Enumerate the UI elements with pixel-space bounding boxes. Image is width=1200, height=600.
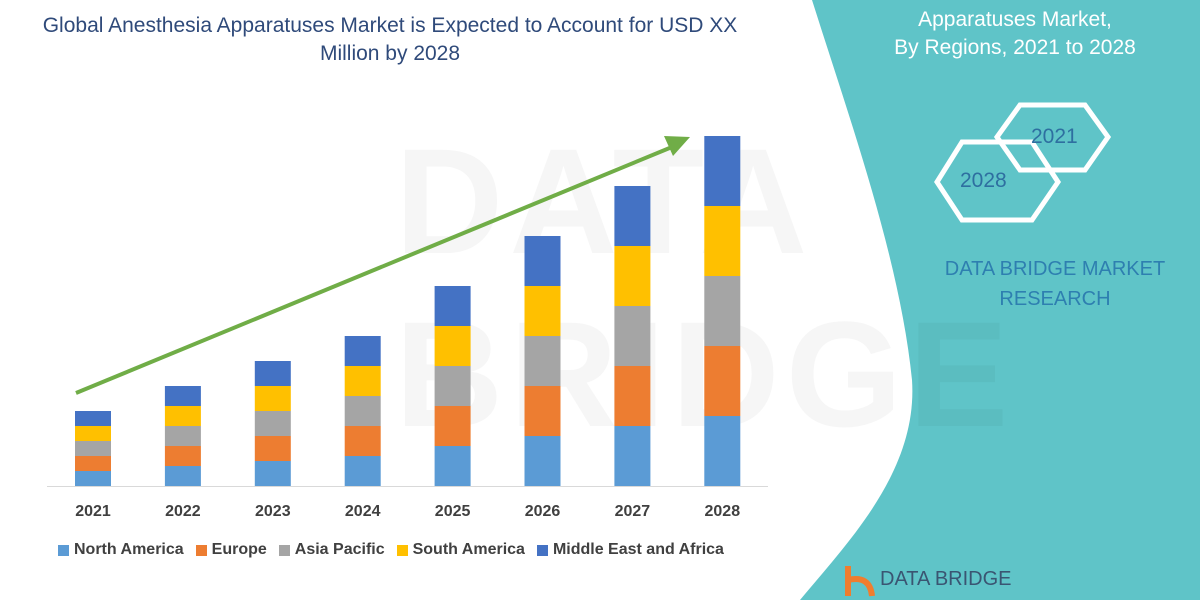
x-tick-label: 2022 bbox=[165, 503, 201, 520]
legend-label: Middle East and Africa bbox=[552, 541, 724, 558]
bar-2024-middle-east-and-africa bbox=[344, 336, 381, 366]
legend-item: South America bbox=[396, 541, 525, 559]
bar-2026-north-america bbox=[524, 436, 561, 486]
bar-2025-europe bbox=[434, 406, 471, 446]
bar-2026-south-america bbox=[524, 286, 561, 336]
bar-2023-south-america bbox=[254, 386, 291, 411]
hex-label-2028: 2028 bbox=[960, 169, 1007, 192]
bar-2027-north-america bbox=[614, 426, 651, 486]
bar-2023-europe bbox=[254, 436, 291, 461]
logo-text: DATA BRIDGE bbox=[880, 568, 1012, 590]
brand-line1: DATA BRIDGE MARKET bbox=[944, 258, 1166, 280]
bar-2025-asia-pacific bbox=[434, 366, 471, 406]
bar-2027-europe bbox=[614, 366, 651, 426]
bar-2022-asia-pacific bbox=[164, 426, 201, 446]
x-tick-label: 2026 bbox=[524, 503, 561, 520]
bar-2028-south-america bbox=[704, 206, 741, 276]
logo-icon bbox=[845, 566, 875, 597]
bar-2021-south-america bbox=[75, 426, 111, 441]
bar-2026-asia-pacific bbox=[524, 336, 561, 386]
bar-2024-north-america bbox=[344, 456, 381, 486]
x-tick-label: 2021 bbox=[75, 503, 111, 520]
bar-2025-middle-east-and-africa bbox=[434, 286, 471, 326]
legend-item: Asia Pacific bbox=[278, 541, 385, 559]
bar-2024-asia-pacific bbox=[344, 396, 381, 426]
legend-label: Asia Pacific bbox=[294, 541, 385, 558]
trend-arrow-head-icon bbox=[664, 136, 690, 156]
hex-2028 bbox=[934, 139, 1062, 223]
bar-chart bbox=[47, 136, 768, 487]
bar-2021-middle-east-and-africa bbox=[75, 411, 111, 426]
bar-2028-europe bbox=[704, 346, 741, 416]
hex-label-2021: 2021 bbox=[1031, 125, 1078, 148]
side-title-line1: Apparatuses Market, bbox=[918, 8, 1112, 31]
legend: North America Europe Asia Pacific South Ame… bbox=[58, 541, 724, 559]
legend-label: South America bbox=[412, 541, 525, 558]
legend-swatch bbox=[396, 544, 408, 556]
legend-swatch bbox=[58, 544, 69, 556]
bar-2025-north-america bbox=[434, 446, 471, 486]
bar-2026-europe bbox=[524, 386, 561, 436]
bar-2026-middle-east-and-africa bbox=[524, 236, 561, 286]
bar-2023-asia-pacific bbox=[254, 411, 291, 436]
bar-2024-europe bbox=[344, 426, 381, 456]
bar-2021-north-america bbox=[75, 471, 111, 486]
chart-title: Global Anesthesia Apparatuses Market is … bbox=[42, 14, 738, 65]
bar-2022-europe bbox=[164, 446, 201, 466]
brand-line2: RESEARCH bbox=[999, 288, 1111, 310]
bar-2022-south-america bbox=[164, 406, 201, 426]
legend-item: Middle East and Africa bbox=[536, 541, 724, 559]
x-tick-label: 2028 bbox=[704, 503, 741, 520]
bar-2023-north-america bbox=[254, 461, 291, 486]
bar-2021-asia-pacific bbox=[75, 441, 111, 456]
bar-2024-south-america bbox=[344, 366, 381, 396]
x-tick-label: 2025 bbox=[434, 503, 471, 520]
bar-2023-middle-east-and-africa bbox=[254, 361, 291, 386]
bar-2028-asia-pacific bbox=[704, 276, 741, 346]
bar-2025-south-america bbox=[434, 326, 471, 366]
brand-text: DATA BRIDGE MARKET RESEARCH bbox=[920, 254, 1190, 314]
hex-2021 bbox=[993, 102, 1112, 173]
x-tick-label: 2024 bbox=[344, 503, 381, 520]
bar-2028-north-america bbox=[704, 416, 741, 486]
legend-swatch bbox=[195, 544, 207, 556]
side-title: Apparatuses Market, By Regions, 2021 to … bbox=[850, 6, 1180, 62]
legend-item: North America bbox=[58, 541, 184, 559]
bar-2027-middle-east-and-africa bbox=[614, 186, 651, 246]
bar-2022-north-america bbox=[164, 466, 201, 486]
side-title-line2: By Regions, 2021 to 2028 bbox=[894, 36, 1136, 59]
bar-2028-middle-east-and-africa bbox=[704, 136, 741, 206]
legend-swatch bbox=[536, 544, 548, 556]
bar-2027-south-america bbox=[614, 246, 651, 306]
trend-arrow-line bbox=[75, 145, 673, 395]
bar-2022-middle-east-and-africa bbox=[164, 386, 201, 406]
bar-2027-asia-pacific bbox=[614, 306, 651, 366]
x-tick-label: 2027 bbox=[614, 503, 651, 520]
legend-swatch bbox=[278, 544, 290, 556]
bar-2021-europe bbox=[75, 456, 111, 471]
legend-item: Europe bbox=[195, 541, 267, 559]
legend-label: North America bbox=[74, 541, 184, 558]
x-tick-label: 2023 bbox=[255, 503, 291, 520]
legend-label: Europe bbox=[211, 541, 267, 558]
